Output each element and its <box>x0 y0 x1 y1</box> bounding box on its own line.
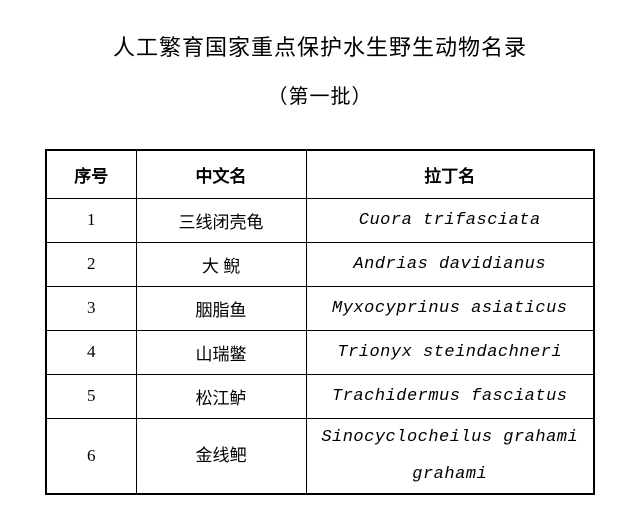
table-row: 4 山瑞鳖 Trionyx steindachneri <box>46 330 594 374</box>
cell-cn: 三线闭壳龟 <box>136 198 306 242</box>
cell-cn: 金线鲃 <box>136 418 306 494</box>
table-row: 2 大 鲵 Andrias davidianus <box>46 242 594 286</box>
page-subtitle: （第一批） <box>45 80 595 109</box>
cell-latin: Andrias davidianus <box>306 242 594 286</box>
title-block: 人工繁育国家重点保护水生野生动物名录 （第一批） <box>45 30 595 109</box>
cell-seq: 4 <box>46 330 136 374</box>
table-row: 1 三线闭壳龟 Cuora trifasciata <box>46 198 594 242</box>
col-header-latin: 拉丁名 <box>306 150 594 198</box>
cell-cn: 胭脂鱼 <box>136 286 306 330</box>
species-table: 序号 中文名 拉丁名 1 三线闭壳龟 Cuora trifasciata 2 大… <box>45 149 595 495</box>
table-header-row: 序号 中文名 拉丁名 <box>46 150 594 198</box>
table-row: 6 金线鲃 Sinocyclocheilus grahami grahami <box>46 418 594 494</box>
cell-seq: 3 <box>46 286 136 330</box>
cell-seq: 2 <box>46 242 136 286</box>
cell-seq: 1 <box>46 198 136 242</box>
page-title: 人工繁育国家重点保护水生野生动物名录 <box>45 30 595 62</box>
cell-cn: 大 鲵 <box>136 242 306 286</box>
cell-seq: 6 <box>46 418 136 494</box>
cell-latin: Myxocyprinus asiaticus <box>306 286 594 330</box>
col-header-cn: 中文名 <box>136 150 306 198</box>
col-header-seq: 序号 <box>46 150 136 198</box>
table-row: 5 松江鲈 Trachidermus fasciatus <box>46 374 594 418</box>
cell-cn: 山瑞鳖 <box>136 330 306 374</box>
cell-latin: Cuora trifasciata <box>306 198 594 242</box>
cell-latin: Sinocyclocheilus grahami grahami <box>306 418 594 494</box>
cell-seq: 5 <box>46 374 136 418</box>
cell-cn: 松江鲈 <box>136 374 306 418</box>
cell-latin: Trachidermus fasciatus <box>306 374 594 418</box>
table-row: 3 胭脂鱼 Myxocyprinus asiaticus <box>46 286 594 330</box>
cell-latin: Trionyx steindachneri <box>306 330 594 374</box>
